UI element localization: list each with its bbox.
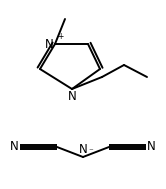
Text: N: N <box>79 143 87 156</box>
Text: N: N <box>10 140 19 153</box>
Text: N: N <box>68 90 76 103</box>
Text: N: N <box>147 140 156 153</box>
Text: ⁻: ⁻ <box>88 147 93 156</box>
Text: N: N <box>45 37 54 50</box>
Text: +: + <box>57 32 63 41</box>
